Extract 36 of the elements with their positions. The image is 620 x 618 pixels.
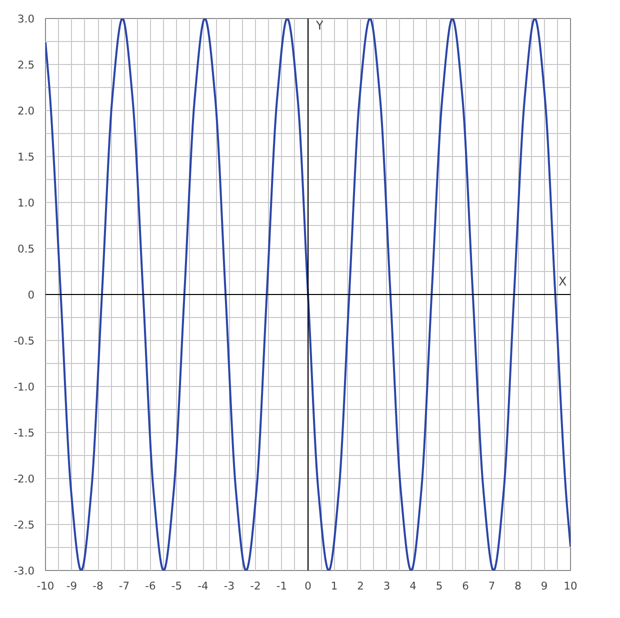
y-tick-label: 1.5 — [18, 150, 35, 164]
y-tick-label: 3.0 — [18, 12, 35, 26]
y-tick-label: 1.0 — [18, 196, 35, 210]
y-tick-label: -0.5 — [14, 334, 35, 348]
x-tick-label: 1 — [330, 580, 338, 592]
x-tick-label: -7 — [118, 580, 130, 592]
x-tick-label: 3 — [383, 580, 390, 592]
y-tick-label: -1.0 — [14, 380, 35, 394]
y-tick-label: -2.5 — [14, 518, 35, 532]
y-tick-label: 0.5 — [18, 242, 35, 256]
x-tick-label: 7 — [488, 580, 496, 592]
x-tick-label: 4 — [410, 580, 417, 592]
x-tick-label: 6 — [462, 580, 470, 592]
x-tick-label: -6 — [145, 580, 156, 592]
x-tick-label: -5 — [171, 580, 182, 592]
y-tick-label: 0 — [28, 288, 35, 302]
y-tick-label: -2.0 — [14, 472, 35, 486]
y-tick-label: 2.0 — [18, 104, 35, 118]
y-tick-label: 2.5 — [18, 58, 35, 72]
x-tick-label: -1 — [276, 580, 288, 592]
x-tick-label: 2 — [357, 580, 364, 592]
x-tick-label: 0 — [304, 580, 312, 592]
y-tick-label: -3.0 — [14, 564, 35, 578]
x-axis-title: X — [558, 274, 567, 288]
x-tick-label: -9 — [66, 580, 78, 592]
x-tick-label: 8 — [514, 580, 522, 592]
x-tick-label: 9 — [540, 580, 548, 592]
x-tick-label: 10 — [564, 580, 578, 592]
x-tick-label: 5 — [436, 580, 443, 592]
y-tick-label: -1.5 — [14, 426, 35, 440]
x-tick-label: -4 — [198, 580, 209, 592]
x-tick-label: -2 — [250, 580, 261, 592]
x-tick-label: -8 — [92, 580, 104, 592]
x-tick-label: -3 — [224, 580, 235, 592]
y-axis-title: Y — [315, 18, 324, 32]
x-tick-label: -10 — [36, 580, 54, 592]
